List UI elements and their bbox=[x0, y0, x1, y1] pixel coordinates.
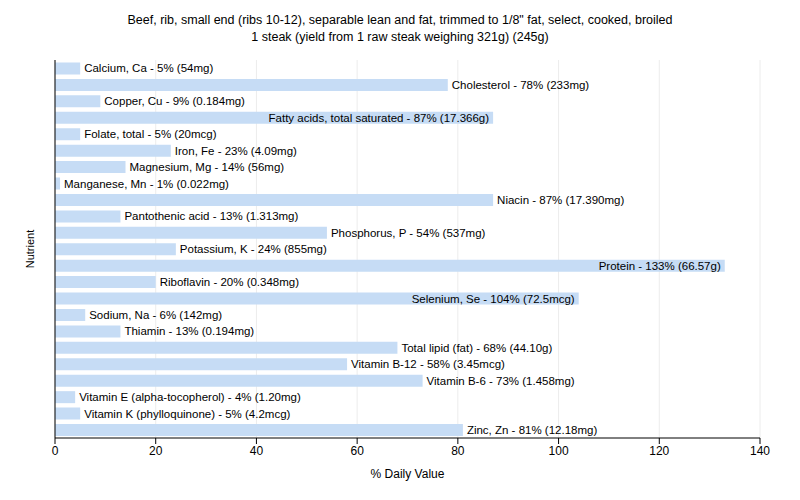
svg-text:Fatty acids, total saturated -: Fatty acids, total saturated - 87% (17.3… bbox=[269, 112, 490, 124]
svg-text:Protein - 133% (66.57g): Protein - 133% (66.57g) bbox=[599, 260, 721, 272]
svg-text:120: 120 bbox=[649, 444, 669, 458]
svg-text:80: 80 bbox=[451, 444, 465, 458]
svg-text:Iron, Fe - 23% (4.09mg): Iron, Fe - 23% (4.09mg) bbox=[175, 145, 297, 157]
svg-text:Niacin - 87% (17.390mg): Niacin - 87% (17.390mg) bbox=[497, 194, 624, 206]
svg-text:Cholesterol - 78% (233mg): Cholesterol - 78% (233mg) bbox=[452, 79, 590, 91]
svg-text:100: 100 bbox=[549, 444, 569, 458]
svg-text:0: 0 bbox=[52, 444, 59, 458]
svg-text:Thiamin - 13% (0.194mg): Thiamin - 13% (0.194mg) bbox=[124, 325, 254, 337]
svg-text:Phosphorus, P - 54% (537mg): Phosphorus, P - 54% (537mg) bbox=[331, 227, 486, 239]
svg-text:Magnesium, Mg - 14% (56mg): Magnesium, Mg - 14% (56mg) bbox=[130, 161, 285, 173]
svg-text:Sodium, Na - 6% (142mg): Sodium, Na - 6% (142mg) bbox=[89, 309, 222, 321]
svg-text:Folate, total - 5% (20mcg): Folate, total - 5% (20mcg) bbox=[84, 128, 216, 140]
svg-text:Pantothenic acid - 13% (1.313m: Pantothenic acid - 13% (1.313mg) bbox=[124, 210, 298, 222]
html-text:1 steak (yield from 1 raw stea: 1 steak (yield from 1 raw steak weighing… bbox=[251, 30, 549, 44]
svg-text:Riboflavin - 20% (0.348mg): Riboflavin - 20% (0.348mg) bbox=[160, 276, 300, 288]
svg-text:Zinc, Zn - 81% (12.18mg): Zinc, Zn - 81% (12.18mg) bbox=[467, 424, 598, 436]
svg-text:140: 140 bbox=[750, 444, 770, 458]
svg-text:Copper, Cu - 9% (0.184mg): Copper, Cu - 9% (0.184mg) bbox=[104, 95, 245, 107]
svg-text:Manganese, Mn - 1% (0.022mg): Manganese, Mn - 1% (0.022mg) bbox=[64, 178, 229, 190]
svg-text:Vitamin B-6 - 73% (1.458mg): Vitamin B-6 - 73% (1.458mg) bbox=[427, 375, 575, 387]
svg-text:60: 60 bbox=[350, 444, 364, 458]
svg-text:40: 40 bbox=[250, 444, 264, 458]
svg-text:Nutrient: Nutrient bbox=[24, 230, 36, 269]
svg-text:20: 20 bbox=[149, 444, 163, 458]
svg-text:Potassium, K - 24% (855mg): Potassium, K - 24% (855mg) bbox=[180, 243, 327, 255]
svg-text:Vitamin E (alpha-tocopherol) -: Vitamin E (alpha-tocopherol) - 4% (1.20m… bbox=[79, 391, 301, 403]
svg-text:Selenium, Se - 104% (72.5mcg): Selenium, Se - 104% (72.5mcg) bbox=[412, 293, 575, 305]
svg-text:Calcium, Ca - 5% (54mg): Calcium, Ca - 5% (54mg) bbox=[84, 62, 213, 74]
svg-text:Vitamin B-12 - 58% (3.45mcg): Vitamin B-12 - 58% (3.45mcg) bbox=[351, 358, 505, 370]
svg-text:Total lipid (fat) - 68% (44.10: Total lipid (fat) - 68% (44.10g) bbox=[401, 342, 552, 354]
svg-text:% Daily Value: % Daily Value bbox=[371, 467, 445, 481]
html-text:Beef, rib, small end (ribs 10-: Beef, rib, small end (ribs 10-12), separ… bbox=[127, 13, 673, 27]
svg-text:Vitamin K (phylloquinone) - 5%: Vitamin K (phylloquinone) - 5% (4.2mcg) bbox=[84, 408, 290, 420]
